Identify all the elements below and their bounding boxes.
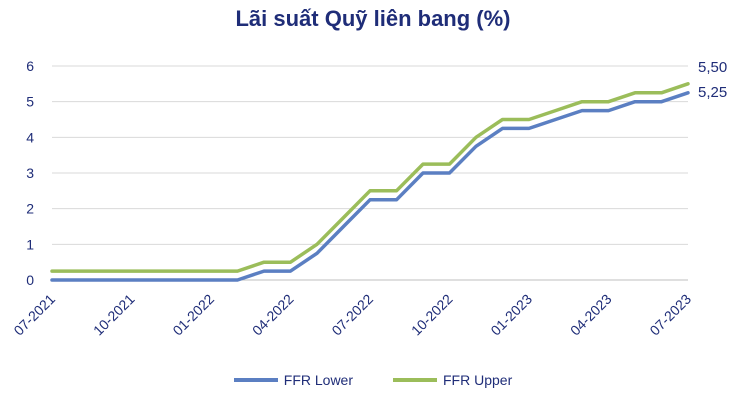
end-label-upper: 5,50 (698, 59, 727, 76)
x-axis-ticks: 07-2021 10-2021 01-2022 04-2022 07-2022 10-20… (10, 291, 694, 339)
chart-title: Lãi suất Quỹ liên bang (%) (235, 6, 511, 31)
series-line-ffr-upper (50, 82, 690, 273)
x-tick-label: 04-2022 (249, 291, 297, 339)
end-label-lower: 5,25 (698, 84, 727, 101)
legend-item-upper: FFR Upper (393, 372, 512, 388)
legend: FFR Lower FFR Upper (0, 372, 746, 388)
legend-swatch-lower (233, 378, 278, 382)
legend-swatch-upper (393, 378, 437, 382)
x-tick-label: 07-2021 (10, 291, 58, 339)
x-tick-label: 10-2021 (90, 291, 138, 339)
x-tick-label: 10-2022 (408, 291, 456, 339)
y-tick-label: 6 (26, 58, 34, 74)
x-tick-label: 07-2022 (328, 291, 376, 339)
legend-label-upper: FFR Upper (443, 372, 513, 388)
y-tick-label: 3 (26, 165, 34, 181)
y-axis-ticks: 0 1 2 3 4 5 6 (26, 58, 34, 288)
y-tick-label: 0 (26, 272, 34, 288)
series-lines (50, 82, 690, 282)
x-tick-label: 01-2022 (169, 291, 217, 339)
y-tick-label: 4 (26, 129, 34, 145)
x-tick-label: 04-2023 (567, 291, 615, 339)
legend-item-lower: FFR Lower (233, 372, 353, 388)
y-tick-label: 2 (26, 201, 34, 217)
y-tick-label: 5 (26, 94, 34, 110)
x-tick-label: 01-2023 (487, 291, 535, 339)
end-labels: 5,50 5,25 (698, 59, 727, 101)
gridlines (52, 65, 688, 281)
x-tick-label: 07-2023 (646, 291, 694, 339)
legend-label-lower: FFR Lower (283, 372, 353, 388)
series-line-ffr-lower (50, 91, 690, 282)
y-tick-label: 1 (26, 236, 34, 252)
